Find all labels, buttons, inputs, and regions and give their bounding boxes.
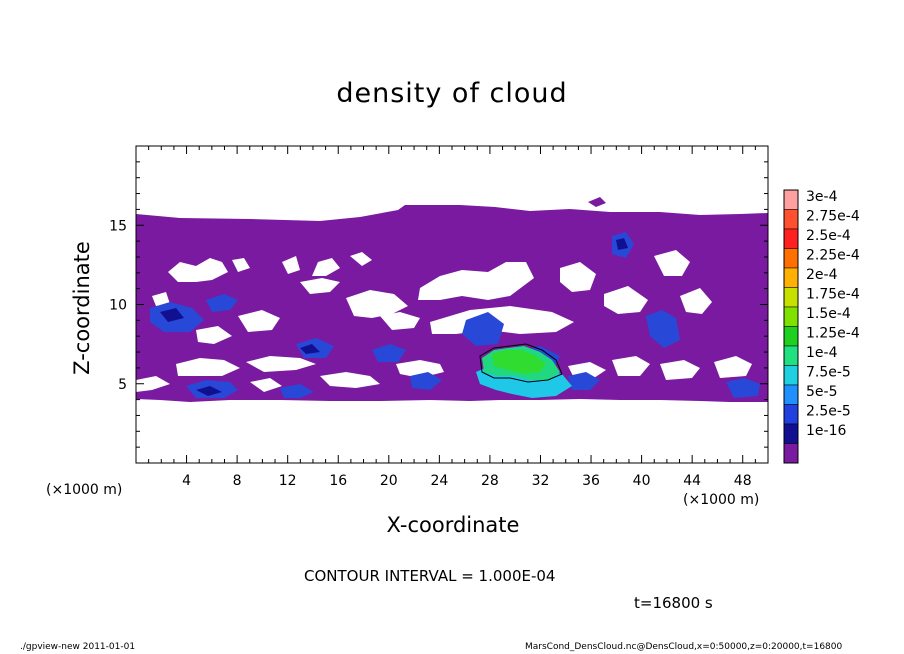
cloud-layer	[136, 205, 768, 402]
colorbar-label: 3e-4	[806, 189, 838, 205]
x-tick-label: 32	[532, 473, 550, 489]
colorbar-swatch	[783, 287, 799, 308]
x-tick-label: 36	[582, 473, 600, 489]
colorbar-swatch	[783, 306, 799, 327]
x-tick-label: 12	[279, 473, 297, 489]
contour-interval-text: CONTOUR INTERVAL = 1.000E-04	[304, 567, 556, 585]
colorbar-swatch	[783, 209, 799, 230]
x-tick-label: 4	[182, 473, 191, 489]
colorbar-swatch	[783, 189, 799, 210]
colorbar-label: 1.25e-4	[806, 325, 860, 341]
colorbar-label: 2.5e-5	[806, 403, 851, 419]
colorbar-label: 1e-16	[806, 423, 846, 439]
cloud-blob-top	[588, 197, 606, 207]
colorbar: 3e-4 2.75e-4 2.5e-4 2.25e-4 2e-4 1.75e-4 1.5e-…	[783, 189, 860, 464]
cloud-density-field	[136, 197, 768, 402]
y-tick-label: 5	[118, 377, 127, 393]
x-unit-right: (×1000 m)	[683, 492, 760, 508]
colorbar-swatch	[783, 423, 799, 444]
x-axis-ticks: 4 8 12 16 20 24 28 32 36 40 44 48	[148, 146, 756, 489]
colorbar-label: 2e-4	[806, 267, 838, 283]
x-tick-label: 28	[481, 473, 499, 489]
colorbar-label: 1.5e-4	[806, 306, 851, 322]
x-tick-label: 48	[734, 473, 752, 489]
colorbar-swatch	[783, 384, 799, 405]
x-tick-label: 44	[683, 473, 701, 489]
y-tick-label: 15	[109, 218, 127, 234]
dark-patches	[160, 238, 628, 396]
colorbar-swatch	[783, 365, 799, 386]
density-core-lime	[492, 350, 546, 374]
colorbar-swatch	[783, 267, 799, 288]
y-tick-label: 10	[109, 298, 127, 314]
time-label: t=16800 s	[634, 594, 713, 612]
colorbar-swatch	[783, 228, 799, 249]
chart-title: density of cloud	[336, 78, 568, 109]
x-tick-label: 20	[380, 473, 398, 489]
colorbar-label: 5e-5	[806, 384, 837, 400]
contour-line	[479, 343, 563, 383]
y-axis-ticks: 5 10 15	[109, 161, 768, 448]
colorbar-label: 1e-4	[806, 345, 838, 361]
x-tick-label: 40	[633, 473, 651, 489]
colorbar-label: 2.75e-4	[806, 208, 860, 224]
colorbar-swatch	[783, 326, 799, 347]
x-unit-left: (×1000 m)	[46, 482, 123, 498]
colorbar-swatch	[783, 345, 799, 366]
colorbar-label: 7.5e-5	[806, 364, 851, 380]
colorbar-frame	[783, 189, 799, 464]
colorbar-swatch	[783, 443, 799, 464]
colorbar-label: 1.75e-4	[806, 286, 860, 302]
x-tick-label: 16	[329, 473, 347, 489]
colorbar-label: 2.5e-4	[806, 228, 851, 244]
colorbar-swatch	[783, 248, 799, 269]
x-tick-label: 8	[233, 473, 242, 489]
x-tick-label: 24	[430, 473, 448, 489]
colorbar-swatch	[783, 404, 799, 425]
x-axis-label: X-coordinate	[386, 513, 520, 537]
footer-left: ./gpview-new 2011-01-01	[20, 642, 136, 652]
colorbar-label: 2.25e-4	[806, 247, 860, 263]
footer-right: MarsCond_DensCloud.nc@DensCloud,x=0:5000…	[525, 642, 843, 652]
